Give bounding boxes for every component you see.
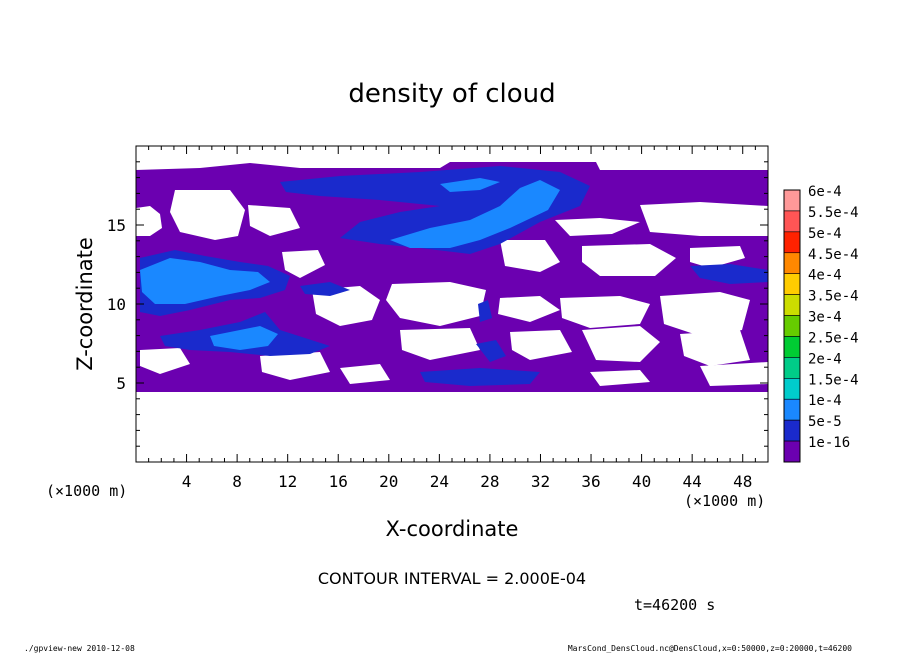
colorbar-label: 1e-4 (808, 393, 842, 409)
footer-right: MarsCond_DensCloud.nc@DensCloud,x=0:5000… (568, 644, 852, 653)
colorbar-swatch (783, 398, 801, 421)
colorbar-swatch (783, 273, 801, 295)
colorbar-label: 3.5e-4 (808, 289, 859, 305)
y-tick-label: 5 (116, 374, 126, 393)
colorbar-swatch (783, 315, 801, 337)
density-gaps (136, 190, 768, 386)
chart-title: density of cloud (348, 79, 555, 109)
colorbar-swatch (783, 440, 801, 463)
colorbar-frame (783, 189, 801, 463)
colorbar-swatch (783, 231, 801, 254)
density-level-1e-4 (140, 178, 560, 350)
colorbar-swatch (783, 189, 801, 212)
x-tick-label: 24 (430, 472, 449, 491)
colorbar-label: 2e-4 (808, 351, 842, 367)
x-axis-label: X-coordinate (386, 517, 519, 541)
y-axis-label: Z-coordinate (73, 237, 97, 371)
x-tick-labels: 4 8 12 16 20 24 28 32 36 40 44 48 (182, 472, 753, 491)
colorbar-swatch (783, 252, 801, 274)
plot-area (135, 145, 769, 463)
time-label: t=46200 s (634, 596, 715, 614)
x-unit-right: (×1000 m) (684, 492, 765, 510)
x-tick-label: 44 (683, 472, 702, 491)
y-tick-labels: 5 10 15 (107, 216, 126, 393)
colorbar-swatch (783, 210, 801, 233)
colorbar-swatch (783, 378, 801, 400)
colorbar-label: 5.5e-4 (808, 205, 859, 221)
x-tick-label: 16 (329, 472, 348, 491)
colorbar-swatch (783, 294, 801, 316)
colorbar-label: 2.5e-4 (808, 330, 859, 346)
colorbar-swatch (783, 419, 801, 442)
colorbar-label: 4.5e-4 (808, 247, 859, 263)
x-unit-left: (×1000 m) (46, 482, 127, 500)
y-tick-label: 10 (107, 295, 126, 314)
colorbar-label: 5e-4 (808, 226, 842, 242)
contour-interval: CONTOUR INTERVAL = 2.000E-04 (318, 569, 586, 588)
colorbar-label: 4e-4 (808, 268, 842, 284)
colorbar-label: 1e-16 (808, 435, 850, 451)
axis-ticks (135, 145, 769, 463)
colorbar-label: 6e-4 (808, 184, 842, 200)
colorbar-label: 3e-4 (808, 310, 842, 326)
x-tick-label: 20 (379, 472, 398, 491)
x-tick-label: 40 (632, 472, 651, 491)
y-tick-label: 15 (107, 216, 126, 235)
colorbar-label: 1.5e-4 (808, 372, 859, 388)
x-tick-label: 48 (733, 472, 752, 491)
colorbar-swatch (783, 336, 801, 358)
x-tick-label: 28 (480, 472, 499, 491)
footer-left: ./gpview-new 2010-12-08 (24, 644, 135, 653)
x-tick-label: 32 (531, 472, 550, 491)
x-tick-label: 12 (278, 472, 297, 491)
x-tick-label: 36 (581, 472, 600, 491)
colorbar-label: 5e-5 (808, 414, 842, 430)
colorbar-swatch (783, 357, 801, 379)
x-tick-label: 8 (232, 472, 242, 491)
x-tick-label: 4 (182, 472, 192, 491)
colorbar: 6e-4 5.5e-4 5e-4 4.5e-4 4e-4 3.5e-4 3e-4 2.5e-4… (783, 184, 859, 463)
